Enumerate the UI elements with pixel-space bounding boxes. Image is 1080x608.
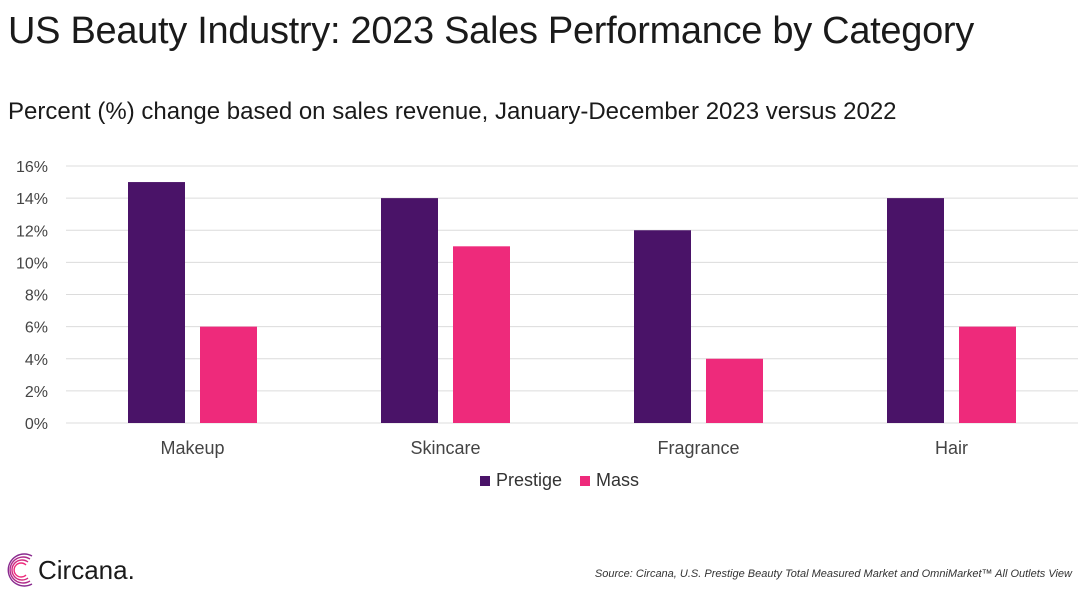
x-tick-label: Makeup bbox=[160, 438, 224, 458]
legend-swatch-mass bbox=[580, 475, 591, 486]
legend: Prestige Mass bbox=[480, 470, 657, 491]
y-tick-label: 8% bbox=[25, 288, 48, 305]
bar-chart: 0% 2% 4% 6% 8% 10% 12% 14% 16% Makeup Skincare Fra… bbox=[16, 159, 1078, 458]
source-note: Source: Circana, U.S. Prestige Beauty To… bbox=[594, 568, 1072, 580]
y-tick-label: 16% bbox=[16, 159, 48, 176]
chart-subtitle: Percent (%) change based on sales revenu… bbox=[8, 98, 897, 125]
x-tick-label: Skincare bbox=[410, 438, 480, 458]
x-tick-label: Hair bbox=[935, 438, 968, 458]
legend-label-prestige: Prestige bbox=[496, 470, 563, 490]
bar-mass-fragrance bbox=[706, 358, 763, 423]
y-tick-label: 4% bbox=[25, 352, 48, 369]
y-tick-label: 12% bbox=[16, 223, 48, 240]
chart-title: US Beauty Industry: 2023 Sales Performan… bbox=[8, 10, 974, 52]
y-tick-label: 14% bbox=[16, 191, 48, 208]
bar-prestige-fragrance bbox=[634, 230, 691, 423]
bars bbox=[128, 182, 1016, 423]
bar-mass-makeup bbox=[200, 326, 257, 423]
legend-item-prestige: Prestige bbox=[480, 470, 562, 491]
legend-label-mass: Mass bbox=[596, 470, 640, 490]
x-tick-label: Fragrance bbox=[657, 438, 739, 458]
bar-prestige-skincare bbox=[381, 198, 438, 423]
circana-logo-text: Circana. bbox=[38, 554, 135, 585]
bar-mass-skincare bbox=[453, 246, 510, 423]
bar-mass-hair bbox=[959, 326, 1016, 423]
x-axis-ticks: Makeup Skincare Fragrance Hair bbox=[160, 438, 968, 458]
bar-prestige-makeup bbox=[128, 182, 185, 423]
y-tick-label: 10% bbox=[16, 255, 48, 272]
bar-prestige-hair bbox=[887, 198, 944, 423]
circana-logo: Circana. bbox=[6, 550, 135, 590]
y-tick-label: 0% bbox=[25, 416, 48, 433]
legend-swatch-prestige bbox=[480, 475, 490, 486]
y-tick-label: 2% bbox=[25, 384, 48, 401]
circana-logo-icon bbox=[7, 553, 33, 587]
legend-item-mass: Mass bbox=[580, 470, 639, 491]
y-axis-ticks: 0% 2% 4% 6% 8% 10% 12% 14% 16% bbox=[16, 159, 48, 433]
y-tick-label: 6% bbox=[25, 320, 48, 337]
